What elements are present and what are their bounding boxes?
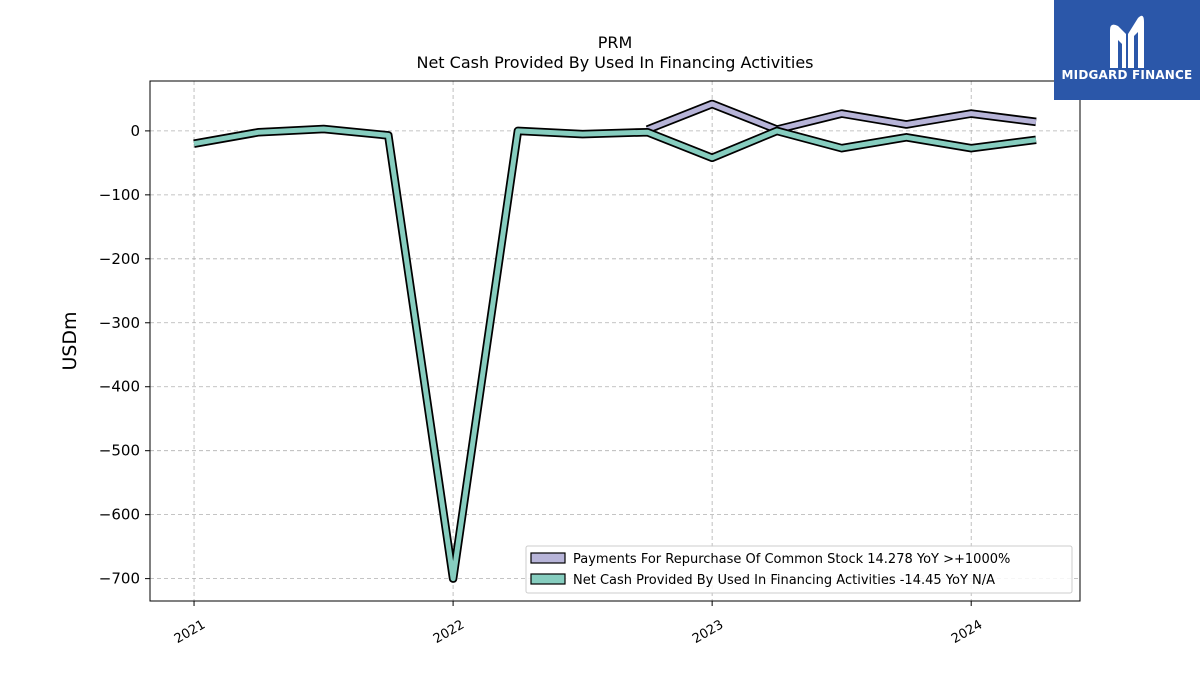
series-repurchase: [645, 99, 1037, 134]
x-tick-label: 2024: [949, 617, 985, 647]
plot-frame: [149, 80, 1081, 602]
y-tick-label: −700: [99, 570, 140, 588]
y-tick-label: −400: [99, 378, 140, 396]
brand-logo: MIDGARD FINANCE: [1054, 0, 1200, 100]
x-tick-label: 2022: [431, 617, 467, 647]
y-axis-label: USDm: [59, 311, 81, 370]
legend-box: [525, 545, 1073, 594]
y-tick-label: 0: [130, 122, 140, 140]
grid: [150, 81, 1080, 601]
series-outline: [193, 124, 1037, 583]
brand-name: MIDGARD FINANCE: [1061, 68, 1193, 82]
legend-swatch-financing: [530, 573, 566, 585]
y-tick-label: −500: [99, 442, 140, 460]
series-financing: [193, 124, 1037, 583]
legend-label-repurchase: Payments For Repurchase Of Common Stock …: [573, 552, 1010, 567]
chart-subtitle: Net Cash Provided By Used In Financing A…: [416, 53, 813, 72]
y-tick-label: −600: [99, 506, 140, 524]
y-tick-label: −100: [99, 186, 140, 204]
y-tick-label: −200: [99, 250, 140, 268]
y-axis: 0 −100 −200 −300 −400 −500 −600 −700: [99, 122, 150, 588]
midgard-logo-icon: [1110, 15, 1144, 69]
legend-label-financing: Net Cash Provided By Used In Financing A…: [573, 573, 995, 588]
x-axis: 2021 2022 2023 2024: [172, 601, 985, 647]
x-tick-label: 2021: [172, 617, 208, 647]
legend: Payments For Repurchase Of Common Stock …: [525, 545, 1073, 594]
y-tick-label: −300: [99, 314, 140, 332]
series-lines: [193, 99, 1037, 583]
legend-swatch-repurchase: [530, 552, 566, 564]
chart-title: PRM: [598, 33, 633, 52]
x-tick-label: 2023: [690, 617, 726, 647]
series-line: [193, 126, 1037, 582]
